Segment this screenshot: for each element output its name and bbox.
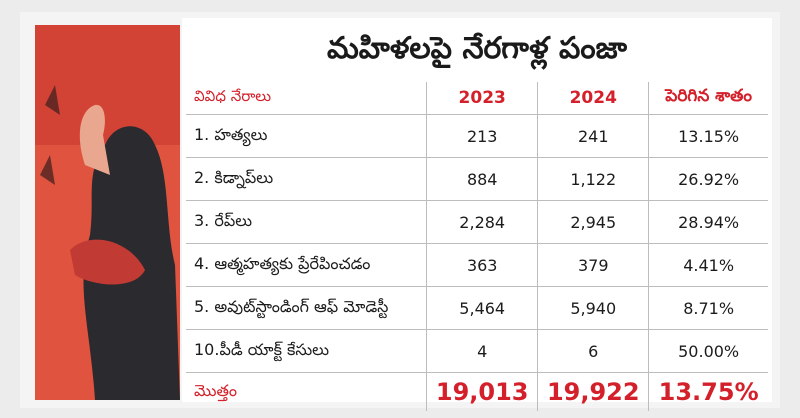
cell: 13.15%	[648, 114, 768, 158]
cell: 2,284	[426, 200, 538, 244]
cell: 213	[426, 114, 538, 158]
cell: 2,945	[537, 200, 649, 244]
cell: 1,122	[537, 157, 649, 201]
cell: 363	[426, 243, 538, 287]
table-panel: మహిళలపై నేరగాళ్ల పంజా వివిధ నేరాలు 2023 20…	[182, 18, 772, 411]
cell: 8.71%	[648, 286, 768, 330]
cell: 10.పీడీ యాక్ట్ కేసులు	[186, 329, 427, 373]
cell: 4. ఆత్మహత్యకు ప్రేరేపించడం	[186, 243, 427, 287]
body-row: 3. రేప్‌లు 2,284 2,945 28.94%	[186, 200, 768, 244]
title: మహిళలపై నేరగాళ్ల పంజా	[327, 31, 627, 66]
cell: 5,464	[426, 286, 538, 330]
body-row: 5. అవుట్‌స్టాండింగ్ ఆఫ్ మోడెస్టీ 5,464 5,9…	[186, 286, 768, 330]
cell: 19,922	[537, 372, 649, 411]
cell: 26.92%	[648, 157, 768, 201]
cell: 13.75%	[648, 372, 768, 411]
illustration	[35, 25, 180, 400]
cell: 379	[537, 243, 649, 287]
cell: 1. హత్యలు	[186, 114, 427, 158]
body-row: 10.పీడీ యాక్ట్ కేసులు 4 6 50.00%	[186, 329, 768, 373]
crime-table: వివిధ నేరాలు 2023 2024 పెరిగిన శాతం 1. హత్యల…	[186, 82, 768, 411]
cell: 5,940	[537, 286, 649, 330]
cell: వివిధ నేరాలు	[186, 82, 427, 115]
cell: 884	[426, 157, 538, 201]
cell: 5. అవుట్‌స్టాండింగ్ ఆఫ్ మోడెస్టీ	[186, 286, 427, 330]
body-row: 4. ఆత్మహత్యకు ప్రేరేపించడం 363 379 4.41%	[186, 243, 768, 287]
cell: 28.94%	[648, 200, 768, 244]
cell: 4	[426, 329, 538, 373]
head-row: వివిధ నేరాలు 2023 2024 పెరిగిన శాతం	[186, 82, 768, 115]
cell: 4.41%	[648, 243, 768, 287]
cell: 2024	[537, 82, 649, 115]
cell: 2023	[426, 82, 538, 115]
cell: 3. రేప్‌లు	[186, 200, 427, 244]
body-row: 2. కిడ్నాప్‌లు 884 1,122 26.92%	[186, 157, 768, 201]
cell: మొత్తం	[194, 380, 238, 400]
cell: 6	[537, 329, 649, 373]
cell: 241	[537, 114, 649, 158]
cell: 50.00%	[648, 329, 768, 373]
total-row: మొత్తం 19,013 19,922 13.75%	[186, 372, 768, 411]
table-body: వివిధ నేరాలు 2023 2024 పెరిగిన శాతం 1. హత్యల…	[186, 82, 768, 411]
body-row: 1. హత్యలు 213 241 13.15%	[186, 114, 768, 158]
cell: పెరిగిన శాతం	[648, 82, 768, 115]
cell: 2. కిడ్నాప్‌లు	[186, 157, 427, 201]
cell: 19,013	[426, 372, 538, 411]
